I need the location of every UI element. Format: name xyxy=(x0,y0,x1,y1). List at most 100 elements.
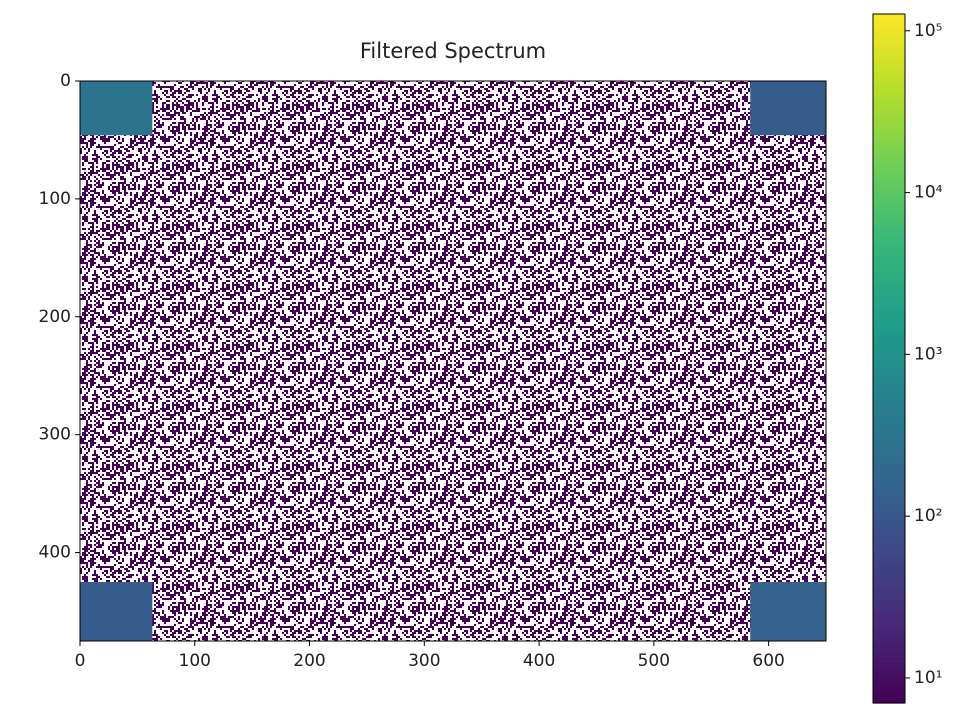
colorbar-segment xyxy=(873,639,905,647)
colorbar-segment xyxy=(873,651,905,658)
colorbar-segment xyxy=(873,59,905,67)
colorbar-segment xyxy=(873,559,905,566)
colorbar-segment xyxy=(873,611,905,618)
colorbar-segment xyxy=(873,220,905,228)
colorbar-segment xyxy=(873,243,905,251)
colorbar-segment xyxy=(873,48,905,55)
colorbar-segment xyxy=(873,266,905,273)
colorbar-segment xyxy=(873,31,905,38)
colorbar-segment xyxy=(873,496,905,503)
colorbar-segment xyxy=(873,697,905,704)
x-tick-label: 400 xyxy=(523,651,555,671)
colorbar-segment xyxy=(873,525,905,532)
colorbar-segment xyxy=(873,117,905,124)
colorbar-tick-label: 10⁴ xyxy=(914,183,943,203)
colorbar-segment xyxy=(873,404,905,411)
colorbar-segment xyxy=(873,628,905,635)
colorbar-segment xyxy=(873,415,905,423)
heatmap-block xyxy=(750,582,826,641)
colorbar-segment xyxy=(873,295,905,302)
colorbar-segment xyxy=(873,461,905,469)
colorbar-segment xyxy=(873,657,905,664)
colorbar-segment xyxy=(873,375,905,383)
colorbar-segment xyxy=(873,576,905,584)
plot-frame xyxy=(79,80,827,642)
colorbar-segment xyxy=(873,140,905,147)
colorbar-segment xyxy=(873,369,905,377)
colorbar-segment xyxy=(873,151,905,159)
colorbar-segment xyxy=(873,324,905,331)
colorbar-segment xyxy=(873,191,905,199)
colorbar-segment xyxy=(873,306,905,314)
colorbar-segment xyxy=(873,54,905,61)
colorbar-segment xyxy=(873,289,905,296)
colorbar-segment xyxy=(873,691,905,698)
colorbar-segment xyxy=(873,565,905,572)
colorbar-frame xyxy=(872,13,906,704)
colorbar-segment xyxy=(873,542,905,549)
colorbar-segment xyxy=(873,237,905,245)
x-tick-label: 600 xyxy=(752,651,784,671)
colorbar-tick-label: 10³ xyxy=(914,344,942,364)
colorbar-segment xyxy=(873,410,905,417)
x-tick-label: 500 xyxy=(638,651,670,671)
colorbar-segment xyxy=(873,352,905,360)
colorbar-segment xyxy=(873,599,905,606)
colorbar-segment xyxy=(873,507,905,515)
colorbar-segment xyxy=(873,249,905,256)
colorbar-segment xyxy=(873,312,905,319)
colorbar-segment xyxy=(873,570,905,578)
colorbar-segment xyxy=(873,19,905,27)
colorbar-segment xyxy=(873,186,905,193)
colorbar-segment xyxy=(873,387,905,394)
colorbar-segment xyxy=(873,347,905,354)
colorbar-segment xyxy=(873,42,905,50)
colorbar-segment xyxy=(873,25,905,32)
colorbar-segment xyxy=(873,381,905,388)
colorbar-segment xyxy=(873,65,905,73)
colorbar-segment xyxy=(873,157,905,164)
colorbar-segment xyxy=(873,260,905,268)
colorbar-segment xyxy=(873,36,905,44)
colorbar-segment xyxy=(873,123,905,130)
colorbar-segment xyxy=(873,622,905,629)
x-tick-label: 100 xyxy=(179,651,211,671)
colorbar-segment xyxy=(873,634,905,641)
colorbar-segment xyxy=(873,582,905,589)
colorbar-tick-label: 10⁵ xyxy=(914,21,942,41)
colorbar-segment xyxy=(873,100,905,107)
colorbar-segment xyxy=(873,197,905,205)
colorbar-segment xyxy=(873,203,905,210)
colorbar-segment xyxy=(873,272,905,279)
colorbar-tick-label: 10¹ xyxy=(914,668,942,688)
colorbar-segment xyxy=(873,88,905,95)
colorbar-segment xyxy=(873,169,905,176)
colorbar-segment xyxy=(873,674,905,681)
colorbar-segment xyxy=(873,358,905,365)
colorbar-segment xyxy=(873,685,905,693)
colorbar-segment xyxy=(873,490,905,497)
y-tick-label: 0 xyxy=(60,71,71,91)
colorbar-segment xyxy=(873,128,905,136)
colorbar-segment xyxy=(873,547,905,555)
colorbar-segment xyxy=(873,398,905,406)
heatmap-block xyxy=(80,81,153,136)
colorbar-segment xyxy=(873,662,905,670)
colorbar-segment xyxy=(873,180,905,187)
colorbar-segment xyxy=(873,71,905,78)
colorbar-segment xyxy=(873,14,905,21)
colorbar-segment xyxy=(873,433,905,440)
colorbar-segment xyxy=(873,588,905,595)
heatmap-noise xyxy=(80,81,826,641)
colorbar-segment xyxy=(873,467,905,474)
colorbar-segment xyxy=(873,82,905,90)
colorbar-segment xyxy=(873,456,905,463)
colorbar-segment xyxy=(873,329,905,337)
colorbar-segment xyxy=(873,392,905,400)
colorbar-segment xyxy=(873,341,905,348)
chart-title: Filtered Spectrum xyxy=(360,39,546,63)
colorbar-segment xyxy=(873,111,905,118)
colorbar-segment xyxy=(873,318,905,325)
colorbar-segment xyxy=(873,255,905,262)
colorbar-segment xyxy=(873,438,905,446)
